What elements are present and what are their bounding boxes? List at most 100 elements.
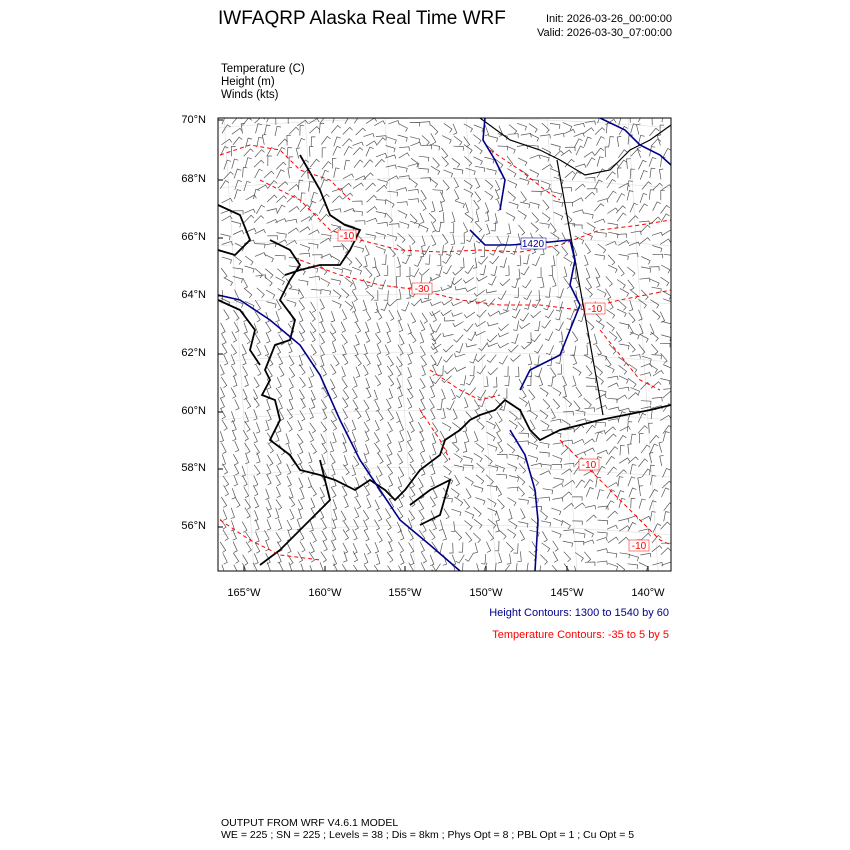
wind-barb	[241, 521, 248, 533]
wind-barb	[397, 507, 404, 519]
wind-barb	[365, 182, 376, 191]
wind-barb	[351, 290, 358, 302]
wind-barb	[386, 136, 397, 145]
wind-barb	[355, 366, 361, 378]
wind-barb	[539, 222, 550, 229]
wind-barb	[649, 488, 659, 499]
wind-barb	[299, 541, 306, 553]
wind-barb	[616, 562, 626, 571]
wind-barb	[252, 485, 259, 497]
wind-barb	[241, 354, 247, 366]
wind-barb	[308, 377, 313, 389]
wind-barb	[330, 323, 337, 335]
wind-barb	[399, 529, 405, 541]
wind-barb	[649, 189, 655, 200]
wind-barb	[253, 497, 260, 509]
wind-barb	[330, 378, 336, 390]
wind-barb	[407, 188, 419, 194]
wind-barb	[572, 496, 583, 501]
wind-barb	[498, 355, 508, 365]
wind-barb	[530, 475, 540, 486]
wind-barb	[399, 420, 404, 432]
wind-barb	[288, 562, 293, 571]
wind-barb	[365, 140, 377, 147]
wind-barb	[553, 132, 565, 138]
svg-text:1420: 1420	[522, 239, 545, 250]
wind-barb	[278, 561, 284, 571]
wind-barb	[486, 485, 498, 491]
wind-barb	[577, 311, 585, 322]
wind-barb	[266, 218, 278, 224]
wind-barb	[502, 301, 511, 312]
lat-label: 62°N	[181, 347, 206, 359]
wind-barb	[342, 173, 355, 180]
wind-barb	[517, 421, 525, 433]
wind-barb	[418, 168, 429, 174]
wind-barb	[219, 364, 225, 376]
wind-barb	[619, 525, 631, 532]
wind-barb	[265, 242, 277, 248]
wind-barb	[486, 541, 492, 553]
wind-barb	[342, 408, 349, 420]
wind-barb	[399, 334, 405, 346]
wind-barb	[541, 164, 553, 171]
wind-barb	[310, 136, 316, 147]
wind-barb	[330, 125, 341, 134]
wind-barb	[353, 455, 360, 467]
wind-barb	[266, 118, 269, 123]
wind-barb	[518, 440, 529, 445]
wind-barb	[584, 243, 592, 255]
wind-barb	[432, 323, 442, 333]
wind-barb	[309, 126, 320, 134]
wind-barb	[277, 398, 283, 410]
svg-text:-30: -30	[415, 284, 430, 295]
wind-barb	[256, 136, 263, 148]
wind-barb	[340, 321, 346, 333]
wind-barb	[232, 541, 238, 553]
wind-barb	[648, 266, 660, 271]
wind-barb	[562, 201, 573, 207]
wind-barb	[256, 287, 265, 298]
wind-barb	[516, 233, 522, 245]
wind-barb	[221, 215, 233, 222]
wind-barb	[253, 409, 258, 421]
wind-barb	[618, 386, 630, 392]
wind-barb	[527, 454, 539, 463]
wind-barb	[286, 299, 297, 308]
wind-barb	[486, 420, 496, 430]
wind-barb	[275, 299, 282, 311]
wind-barb	[608, 418, 619, 423]
wind-barb	[321, 454, 326, 466]
wind-barb	[277, 138, 288, 147]
wind-barb	[629, 118, 631, 123]
wind-barb	[430, 354, 437, 366]
wind-barb	[463, 123, 473, 133]
border	[479, 118, 671, 416]
wind-barb	[341, 309, 348, 321]
wind-barb	[630, 498, 636, 509]
wind-barb	[286, 475, 292, 487]
wind-barb	[420, 441, 426, 453]
wind-barb	[607, 207, 619, 214]
wind-barb	[310, 443, 317, 455]
wind-barb	[410, 141, 422, 147]
wind-barb	[474, 165, 486, 172]
wind-barb	[639, 237, 651, 245]
wind-barb	[463, 498, 471, 510]
wind-barb	[365, 118, 377, 124]
wind-barb	[299, 226, 311, 233]
wind-barb	[583, 539, 595, 544]
wind-barb	[276, 464, 282, 477]
wind-barb	[659, 342, 671, 348]
wind-barb	[383, 290, 389, 301]
wind-barb	[453, 334, 464, 343]
wind-barb	[514, 366, 520, 378]
wind-barb	[584, 529, 594, 538]
wind-barb	[299, 204, 311, 213]
wind-barb	[484, 454, 493, 465]
wind-barb	[441, 422, 452, 432]
wind-barb	[310, 397, 316, 409]
wind-barb	[561, 245, 569, 257]
wind-barb	[485, 288, 497, 294]
wind-barb	[649, 464, 655, 476]
